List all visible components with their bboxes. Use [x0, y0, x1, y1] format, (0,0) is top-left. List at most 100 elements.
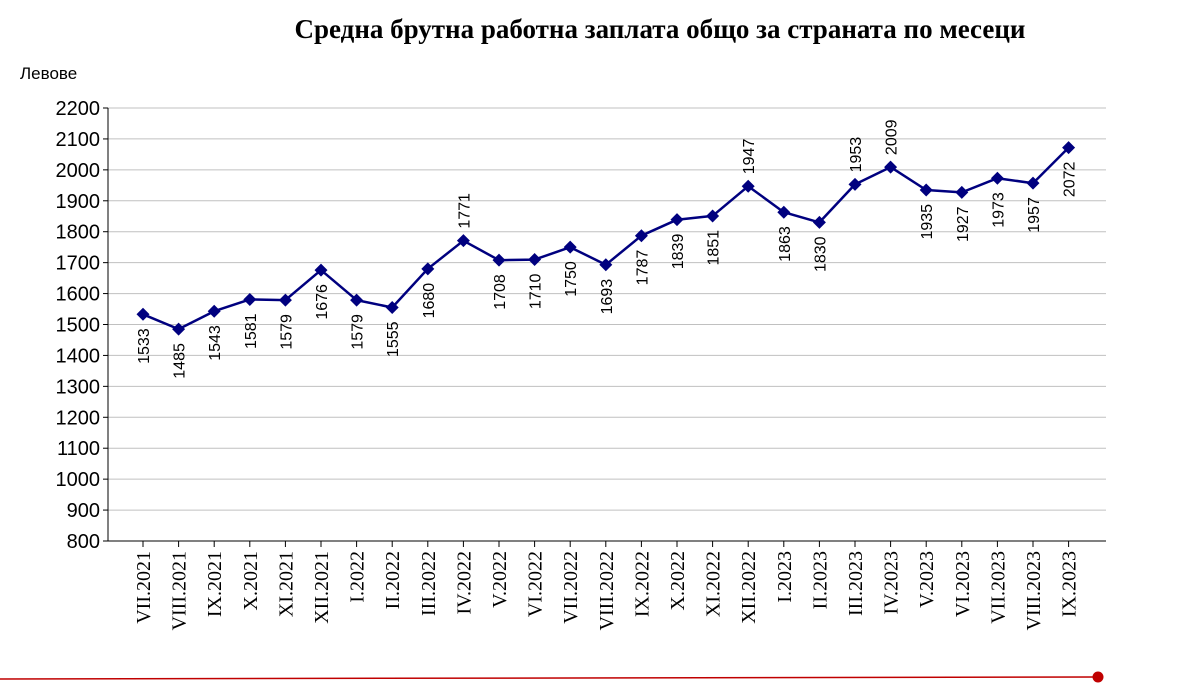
y-tick-label: 1600: [56, 284, 101, 306]
data-point: [634, 229, 648, 243]
data-point: [492, 253, 506, 267]
data-point: [1062, 141, 1076, 155]
data-label: 1957: [1026, 197, 1043, 233]
y-tick-label: 1200: [56, 407, 101, 429]
data-point: [955, 185, 969, 199]
data-label: 1927: [955, 206, 972, 242]
x-tick-label: IV.2023: [881, 551, 903, 615]
data-label: 1851: [706, 230, 723, 266]
x-tick-label: VII.2023: [987, 551, 1009, 624]
data-point: [528, 253, 542, 267]
x-tick-label: XII.2021: [311, 551, 333, 624]
x-tick-label: VI.2022: [525, 551, 547, 617]
x-tick-label: V.2023: [916, 551, 938, 608]
x-tick-label: VIII.2021: [169, 551, 191, 630]
data-label: 1555: [385, 321, 402, 357]
y-tick-label: 1100: [57, 438, 100, 460]
data-point: [385, 300, 399, 314]
data-point: [456, 234, 470, 248]
data-label: 1533: [136, 328, 153, 364]
x-tick-label: IV.2022: [453, 551, 475, 615]
data-point: [990, 171, 1004, 185]
data-point: [207, 304, 221, 318]
x-tick-label: VIII.2022: [596, 551, 618, 630]
data-label: 1973: [990, 192, 1007, 228]
data-point: [1026, 176, 1040, 190]
data-point: [314, 263, 328, 277]
y-tick-label: 1900: [56, 191, 101, 213]
data-label: 1953: [848, 137, 865, 173]
y-tick-label: 1400: [56, 345, 101, 367]
x-tick-label: IX.2022: [631, 551, 653, 617]
data-label: 1710: [528, 273, 545, 309]
data-label: 1676: [314, 284, 331, 320]
data-point: [243, 292, 257, 306]
x-tick-label: I.2023: [774, 551, 796, 603]
x-tick-label: XI.2021: [275, 551, 297, 617]
data-label: 1771: [456, 193, 473, 229]
data-point: [172, 322, 186, 336]
x-tick-label: IX.2023: [1059, 551, 1081, 617]
data-point: [706, 209, 720, 223]
y-tick-label: 900: [67, 500, 100, 522]
data-point: [919, 183, 933, 197]
data-point: [812, 215, 826, 229]
y-tick-label: 2100: [56, 129, 101, 151]
data-point: [136, 307, 150, 321]
data-point: [350, 293, 364, 307]
data-label: 1693: [599, 279, 616, 315]
y-tick-label: 1500: [56, 315, 101, 337]
x-tick-label: VII.2022: [560, 551, 582, 624]
x-tick-label: IX.2021: [204, 551, 226, 617]
data-point: [278, 293, 292, 307]
data-label: 1750: [563, 261, 580, 297]
x-tick-label: V.2022: [489, 551, 511, 608]
y-tick-label: 2200: [56, 98, 101, 120]
data-point: [884, 160, 898, 174]
footer-dot: [1092, 671, 1104, 683]
y-tick-label: 1000: [56, 469, 101, 491]
x-tick-label: XII.2022: [738, 551, 760, 624]
data-label: 1708: [492, 274, 509, 310]
x-tick-label: VII.2021: [133, 551, 155, 624]
data-point: [848, 177, 862, 191]
x-tick-label: XI.2022: [703, 551, 725, 617]
x-tick-label: X.2021: [240, 551, 262, 610]
data-label: 1839: [670, 234, 687, 270]
data-label: 1485: [172, 343, 189, 379]
y-tick-label: 800: [67, 531, 100, 553]
data-point: [599, 258, 613, 272]
x-tick-label: VIII.2023: [1023, 551, 1045, 630]
footer-divider: [0, 676, 1099, 680]
x-tick-label: X.2022: [667, 551, 689, 610]
x-tick-label: VI.2023: [952, 551, 974, 617]
data-label: 1863: [777, 226, 794, 262]
chart-title: Средна брутна работна заплата общо за ст…: [294, 14, 1026, 44]
data-label: 1581: [243, 313, 260, 349]
data-label: 1787: [634, 250, 651, 286]
data-point: [670, 213, 684, 227]
data-label: 1680: [421, 283, 438, 319]
x-tick-label: II.2022: [382, 551, 404, 609]
x-tick-label: I.2022: [347, 551, 369, 603]
x-tick-label: III.2022: [418, 551, 440, 616]
data-label: 1947: [741, 139, 758, 175]
data-label: 2072: [1062, 161, 1079, 197]
x-tick-label: II.2023: [809, 551, 831, 609]
data-point: [777, 205, 791, 219]
data-point: [421, 262, 435, 276]
data-label: 1543: [207, 325, 224, 361]
data-label: 1830: [812, 236, 829, 272]
data-label: 1579: [278, 314, 295, 350]
data-label: 1935: [919, 204, 936, 240]
data-label: 2009: [884, 119, 901, 155]
y-axis-label: Левове: [20, 64, 78, 83]
y-tick-label: 2000: [56, 160, 101, 182]
data-point: [741, 179, 755, 193]
data-point: [563, 240, 577, 254]
y-tick-label: 1800: [56, 222, 101, 244]
x-tick-label: III.2023: [845, 551, 867, 616]
y-tick-label: 1300: [56, 376, 101, 398]
